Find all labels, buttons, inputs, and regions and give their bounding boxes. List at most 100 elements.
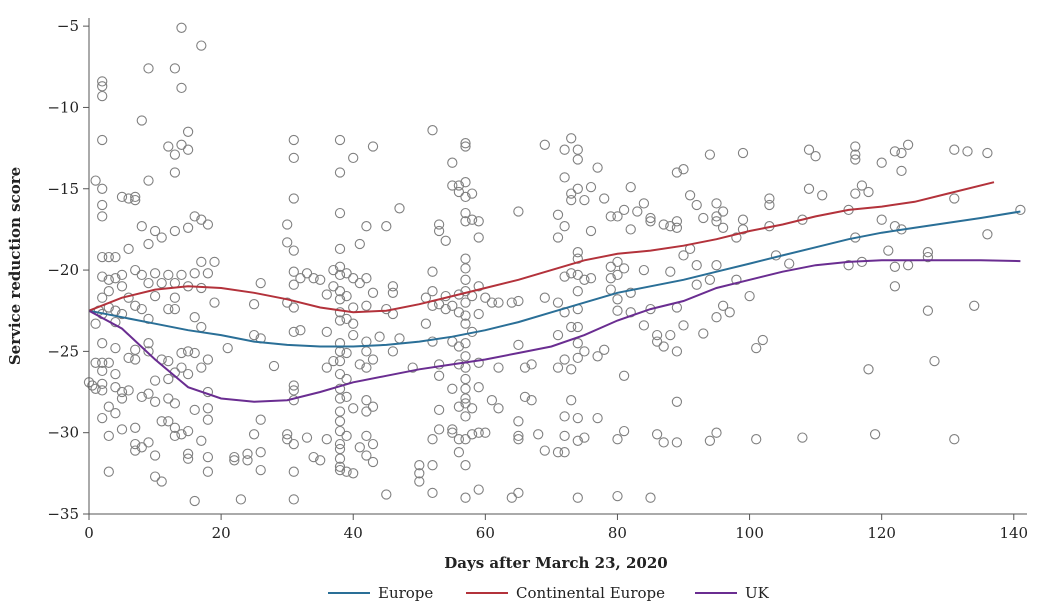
data-point (420, 318, 432, 329)
data-point (618, 263, 630, 274)
legend-label: Europe (378, 584, 433, 602)
data-point (519, 391, 531, 403)
data-point (149, 225, 161, 237)
data-point (605, 273, 616, 284)
data-point (176, 429, 187, 440)
data-point (427, 266, 438, 277)
tick-labels: 0 20 40 60 80 100 120 140 −35 −30 −25 −20 −15 −10 −5 (47, 17, 1028, 542)
data-point (288, 438, 299, 450)
data-point (189, 347, 200, 359)
data-point (638, 320, 650, 331)
data-point (592, 412, 603, 424)
data-point (711, 211, 722, 222)
data-point (341, 268, 352, 279)
data-point (665, 221, 676, 232)
data-point (361, 450, 372, 461)
data-point (982, 147, 993, 159)
data-point (110, 273, 121, 284)
data-point (149, 450, 161, 461)
data-point (678, 250, 689, 261)
data-point (202, 403, 214, 414)
data-point (797, 432, 808, 443)
data-point (453, 401, 465, 412)
data-point (123, 385, 134, 396)
data-point (97, 271, 108, 282)
data-point (354, 238, 365, 250)
data-point (473, 232, 484, 243)
data-point (513, 434, 524, 445)
data-point (163, 141, 174, 152)
data-point (599, 193, 610, 204)
data-point (361, 300, 372, 311)
data-point (90, 175, 101, 186)
data-point (453, 434, 465, 445)
data-point (427, 336, 438, 347)
data-point (130, 354, 141, 365)
data-point (612, 490, 623, 502)
data-point (143, 346, 154, 357)
data-point (876, 214, 887, 225)
data-point (453, 447, 465, 458)
data-point (579, 274, 590, 285)
data-point (143, 277, 154, 289)
data-point (169, 292, 181, 303)
data-point (169, 225, 181, 237)
data-point (552, 209, 564, 220)
data-point (433, 424, 445, 435)
data-point (599, 344, 610, 355)
data-point (90, 383, 101, 394)
data-point (889, 146, 901, 157)
data-point (149, 290, 161, 302)
data-point (116, 386, 128, 398)
data-point (592, 351, 603, 362)
data-point (466, 403, 478, 414)
data-point (202, 451, 214, 463)
data-point (519, 362, 531, 373)
data-point (737, 224, 749, 235)
data-point (533, 429, 544, 440)
data-point (367, 287, 379, 298)
data-point (539, 292, 550, 303)
y-tick-label: −35 (47, 505, 79, 523)
data-point (414, 468, 425, 479)
data-point (572, 321, 583, 333)
data-point (618, 425, 630, 437)
data-point (572, 269, 583, 281)
data-point (288, 279, 299, 290)
data-point (334, 286, 346, 297)
data-point (341, 347, 352, 359)
data-point (97, 81, 108, 92)
data-point (288, 134, 299, 146)
data-point (321, 434, 332, 445)
data-point (850, 188, 861, 199)
series-line-continental-europe (88, 181, 995, 314)
data-point (572, 154, 583, 165)
data-point (367, 141, 379, 152)
data-point (143, 63, 154, 74)
data-point (103, 430, 114, 442)
data-point (90, 318, 101, 329)
data-point (288, 245, 299, 256)
data-point (334, 243, 346, 255)
data-point (460, 207, 471, 219)
data-point (889, 281, 901, 292)
data-point (169, 422, 181, 433)
data-point (427, 286, 438, 297)
data-point (341, 373, 352, 385)
data-point (202, 466, 214, 477)
data-point (130, 191, 141, 203)
data-point (784, 258, 795, 269)
data-point (612, 305, 623, 316)
data-point (196, 321, 207, 333)
series-line-europe (88, 210, 1021, 348)
data-point (559, 144, 570, 155)
data-point (665, 266, 676, 277)
data-point (645, 492, 656, 503)
data-point (130, 344, 141, 355)
data-point (691, 279, 702, 290)
data-point (169, 63, 181, 74)
data-point (288, 466, 299, 477)
data-point (473, 308, 484, 320)
data-point (361, 406, 372, 417)
data-point (460, 398, 471, 409)
